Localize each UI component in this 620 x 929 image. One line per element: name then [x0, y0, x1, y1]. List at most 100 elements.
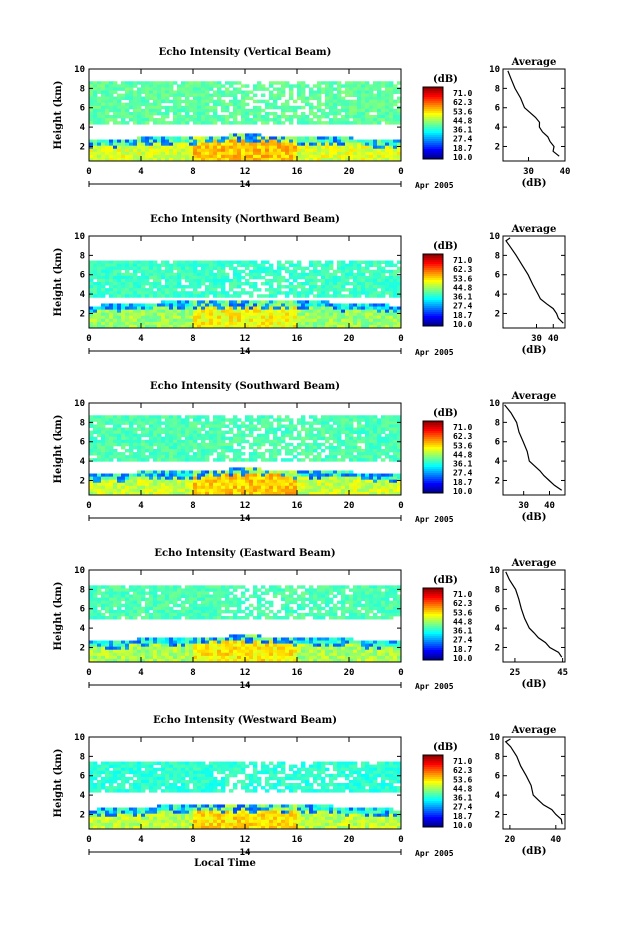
heatmap-cell — [97, 315, 102, 320]
heatmap-cell — [129, 482, 134, 487]
heatmap-cell — [97, 585, 102, 589]
heatmap-cell — [141, 421, 146, 425]
heatmap-cell — [249, 90, 254, 94]
heatmap-cell — [129, 427, 134, 431]
heatmap-cell — [221, 148, 226, 153]
heatmap-cell — [173, 151, 178, 156]
heatmap-cell — [381, 90, 386, 94]
heatmap-cell — [89, 157, 94, 162]
heatmap-cell — [201, 439, 206, 444]
heatmap-cell — [129, 275, 134, 280]
heatmap-cell — [357, 418, 362, 422]
heatmap-cell — [193, 272, 198, 277]
heatmap-cell — [245, 96, 250, 101]
heatmap-cell — [329, 99, 334, 104]
heatmap-cell — [317, 324, 322, 329]
heatmap-cell — [153, 272, 158, 277]
heatmap-cell — [329, 282, 334, 286]
heatmap-cell — [173, 96, 178, 101]
heatmap-cell — [301, 300, 306, 304]
heatmap-cell — [117, 102, 122, 107]
heatmap-cell — [301, 452, 306, 456]
heatmap-cell — [201, 136, 206, 140]
heatmap-cell — [89, 491, 94, 496]
heatmap-cell — [113, 157, 118, 162]
heatmap-cell — [133, 84, 138, 88]
heatmap-cell — [105, 415, 110, 419]
heatmap-cell — [209, 260, 214, 264]
heatmap-cell — [361, 90, 366, 94]
heatmap-cell — [161, 300, 166, 304]
heatmap-cell — [385, 154, 390, 159]
heatmap-cell — [109, 288, 114, 292]
heatmap-cell — [173, 111, 178, 116]
heatmap-cell — [349, 452, 354, 456]
heatmap-cell — [345, 278, 350, 283]
heatmap-cell — [93, 616, 98, 620]
heatmap-cell — [269, 145, 274, 150]
heatmap-cell — [105, 154, 110, 159]
heatmap-cell — [337, 285, 342, 289]
heatmap-cell — [281, 309, 286, 314]
heatmap-cell — [261, 151, 266, 156]
heatmap-cell — [97, 115, 102, 119]
heatmap-cell — [109, 479, 114, 484]
heatmap-cell — [173, 306, 178, 310]
heatmap-cell — [113, 485, 118, 490]
heatmap-cells — [89, 81, 402, 162]
heatmap-cell — [341, 115, 346, 119]
heatmap-cell — [293, 148, 298, 153]
heatmap-cell — [281, 424, 286, 428]
heatmap-cell — [233, 108, 238, 113]
heatmap-cell — [389, 488, 394, 493]
heatmap-cell — [361, 488, 366, 493]
heatmap-cell — [189, 470, 194, 474]
heatmap-cell — [281, 491, 286, 496]
heatmap-cell — [209, 148, 214, 153]
heatmap-cell — [361, 139, 366, 143]
heatmap-cell — [93, 609, 98, 614]
heatmap-cell — [149, 449, 154, 453]
heatmap-cell — [157, 263, 162, 268]
heatmap-cell — [369, 285, 374, 289]
heatmap-cell — [117, 482, 122, 487]
heatmap-cell — [109, 282, 114, 286]
heatmap-cell — [281, 111, 286, 116]
heatmap-cell — [241, 121, 246, 125]
heatmap-cell — [121, 278, 126, 283]
heatmap-cell — [229, 491, 234, 496]
heatmap-cell — [385, 303, 390, 307]
heatmap-cell — [113, 588, 118, 592]
heatmap-cell — [333, 291, 338, 295]
heatmap-cell — [217, 427, 222, 431]
heatmap-cell — [145, 81, 150, 85]
heatmap-cell — [385, 445, 390, 450]
heatmap-cell — [149, 452, 154, 456]
heatmap-cell — [289, 433, 294, 438]
heatmap-cell — [97, 312, 102, 317]
heatmap-cell — [121, 306, 126, 310]
heatmap-cell — [393, 430, 398, 435]
heatmap-cell — [293, 482, 298, 487]
heatmap-cell — [365, 84, 370, 88]
heatmap-cell — [309, 105, 314, 110]
heatmap-cell — [289, 309, 294, 314]
heatmap-cell — [345, 482, 350, 487]
heatmap-cell — [257, 427, 262, 431]
heatmap-cell — [377, 260, 382, 264]
heatmap-cell — [181, 479, 186, 484]
heatmap-cell — [157, 142, 162, 147]
heatmap-cell — [129, 424, 134, 428]
heatmap-cell — [89, 585, 94, 589]
heatmap-cell — [217, 269, 222, 274]
heatmap-cell — [317, 452, 322, 456]
heatmap-cell — [149, 321, 154, 326]
heatmap-cell — [329, 87, 334, 91]
heatmap-cell — [369, 449, 374, 453]
heatmap-cell — [133, 455, 138, 459]
heatmap-cell — [201, 424, 206, 428]
heatmap-cell — [349, 473, 354, 477]
heatmap-cell — [113, 324, 118, 329]
heatmap-cell — [301, 306, 306, 310]
heatmap-cell — [241, 102, 246, 107]
